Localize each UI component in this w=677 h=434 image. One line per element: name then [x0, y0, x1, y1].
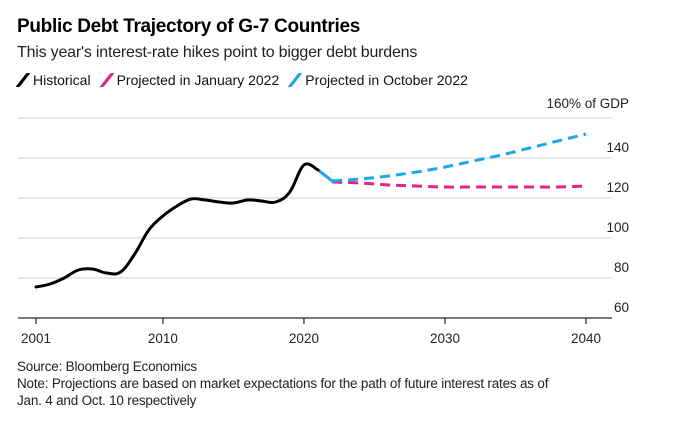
y-axis-labels: 60 80 100 120 140 160% of GDP — [546, 96, 629, 315]
chart-subtitle: This year's interest-rate hikes point to… — [17, 44, 418, 61]
note-text-line1: Note: Projections are based on market ex… — [17, 376, 549, 391]
chart-footer: Source: Bloomberg Economics Note: Projec… — [17, 358, 548, 409]
y-tick-label: 140 — [606, 140, 629, 155]
x-tick-label: 2010 — [148, 331, 178, 346]
legend-item-historical: Historical — [15, 72, 91, 88]
y-tick-label: 100 — [606, 220, 629, 235]
x-axis: 2001 2010 2020 2030 2040 — [18, 317, 612, 346]
x-tick-label: 2040 — [571, 331, 601, 346]
series-lines — [34, 132, 587, 289]
legend-label-historical: Historical — [33, 72, 91, 88]
legend: Historical Projected in January 2022 Pro… — [15, 72, 478, 88]
source-text: Source: Bloomberg Economics — [17, 359, 197, 374]
series-line-projected-in-january-2022 — [332, 180, 587, 189]
series-line-projected-in-october-2022 — [332, 132, 587, 183]
x-tick-label: 2001 — [21, 331, 51, 346]
legend-item-projected-jan: Projected in January 2022 — [99, 72, 280, 88]
y-tick-label: 80 — [614, 260, 629, 275]
chart-title: Public Debt Trajectory of G-7 Countries — [17, 16, 361, 37]
y-tick-label: 160% of GDP — [546, 96, 629, 111]
legend-label-projected-oct: Projected in October 2022 — [305, 72, 468, 88]
legend-item-projected-oct: Projected in October 2022 — [287, 72, 468, 88]
legend-label-projected-jan: Projected in January 2022 — [116, 72, 280, 88]
series-line-projected-in-october-2022-solid — [316, 168, 334, 183]
note-text-line2: Jan. 4 and Oct. 10 respectively — [17, 393, 197, 408]
x-tick-label: 2020 — [289, 331, 319, 346]
y-tick-label: 60 — [614, 300, 629, 315]
gridlines — [18, 117, 612, 279]
x-tick-label: 2030 — [430, 331, 460, 346]
series-line-historical — [34, 162, 320, 289]
y-tick-label: 120 — [606, 180, 629, 195]
